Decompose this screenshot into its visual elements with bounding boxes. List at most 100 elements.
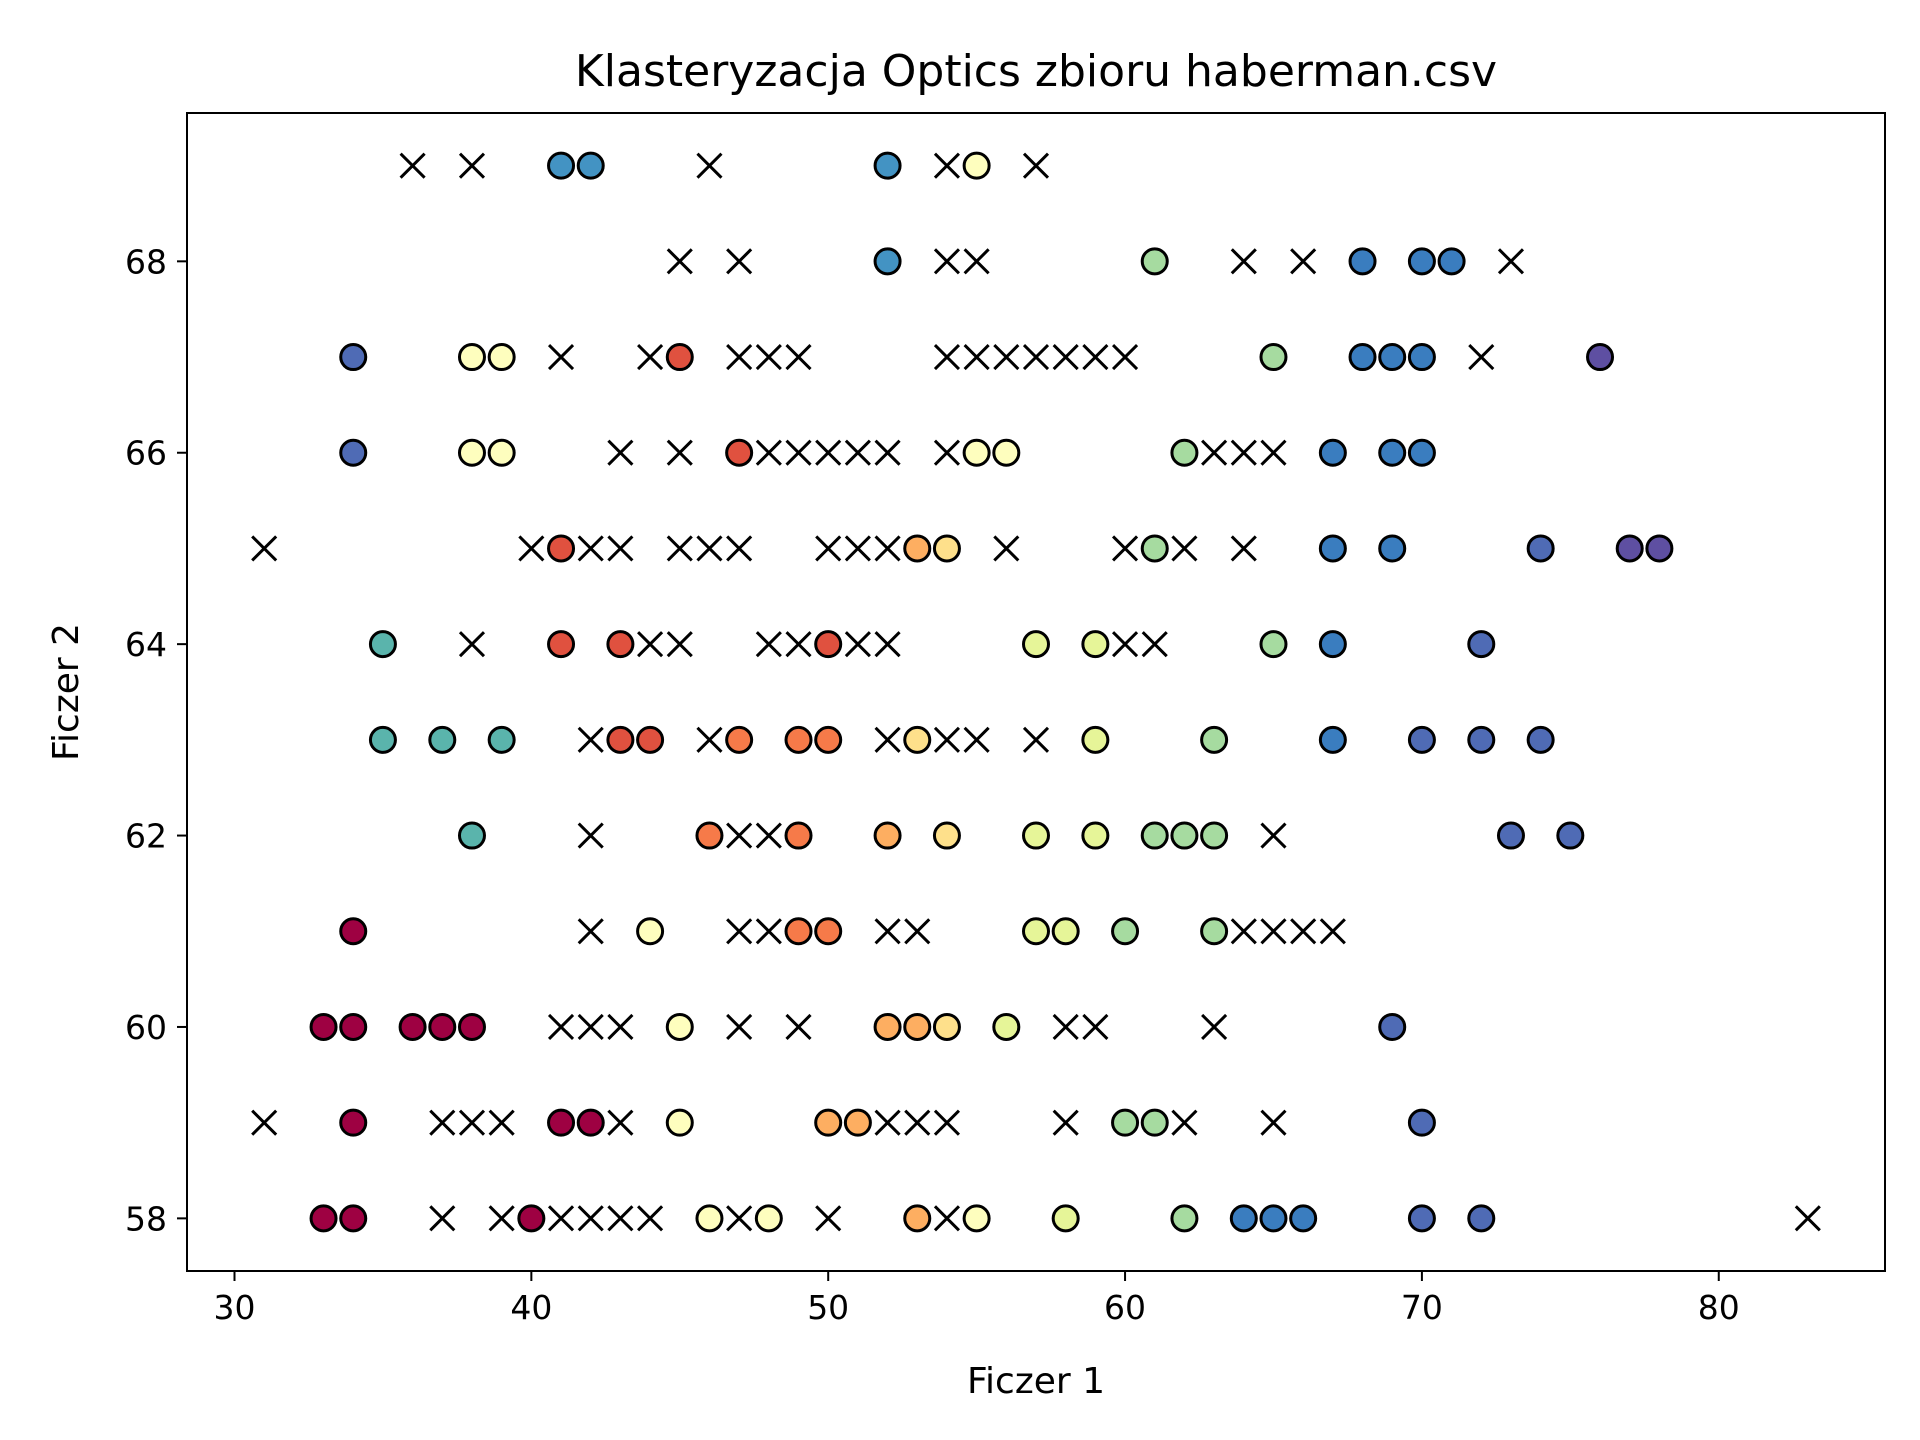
cluster-point (784, 821, 813, 850)
cluster-point (1407, 438, 1436, 467)
noise-point (1111, 631, 1139, 658)
noise-point (1260, 439, 1287, 466)
noise-point (993, 343, 1020, 371)
cluster-point (457, 343, 486, 372)
x-tick-label: 50 (807, 1288, 849, 1327)
cluster-point (368, 725, 397, 754)
noise-point (844, 535, 871, 562)
x-axis-label: Ficzer 1 (967, 1361, 1105, 1402)
cluster-point (428, 725, 457, 754)
noise-point (577, 535, 604, 562)
cluster-point (665, 1012, 694, 1041)
noise-point (1171, 535, 1198, 562)
cluster-point (1111, 917, 1140, 946)
cluster-point (339, 438, 368, 467)
noise-point (755, 631, 782, 658)
chart-title: Klasteryzacja Optics zbioru haberman.csv (575, 46, 1497, 97)
cluster-point (487, 725, 516, 754)
cluster-point (814, 917, 843, 946)
noise-point (844, 439, 871, 466)
cluster-point (1259, 630, 1288, 659)
noise-point (518, 535, 545, 562)
cluster-point (1407, 725, 1436, 754)
cluster-point (1526, 725, 1555, 754)
plot-frame (186, 112, 1886, 1272)
noise-point (1171, 1109, 1198, 1136)
cluster-point (1111, 1108, 1140, 1137)
noise-point (1201, 1013, 1228, 1041)
cluster-point (1081, 821, 1110, 850)
cluster-point (1615, 534, 1644, 563)
cluster-point (873, 1012, 902, 1041)
noise-point (251, 535, 278, 562)
x-tick-label: 40 (510, 1288, 552, 1327)
noise-point (1201, 439, 1228, 466)
noise-point (1230, 918, 1257, 945)
noise-point (458, 1109, 486, 1136)
noise-point (726, 535, 753, 562)
cluster-point (1378, 343, 1407, 372)
cluster-point (1437, 247, 1466, 276)
noise-point (488, 1109, 515, 1136)
cluster-point (547, 630, 576, 659)
cluster-point (1200, 917, 1229, 946)
noise-point (458, 631, 486, 658)
cluster-point (398, 1012, 427, 1041)
cluster-point (1318, 438, 1347, 467)
cluster-point (1318, 630, 1347, 659)
y-tick-label: 58 (125, 1199, 167, 1238)
noise-point (963, 726, 990, 753)
noise-point (785, 1013, 812, 1041)
cluster-point (1170, 1204, 1199, 1233)
x-tick-label: 70 (1401, 1288, 1443, 1327)
cluster-point (843, 1108, 872, 1137)
cluster-point (339, 917, 368, 946)
noise-point (637, 343, 664, 371)
noise-point (637, 1205, 664, 1232)
noise-point (963, 343, 990, 371)
cluster-point (1407, 1108, 1436, 1137)
noise-point (1022, 726, 1050, 753)
cluster-point (576, 151, 605, 180)
noise-point (755, 918, 782, 945)
noise-point (1022, 343, 1050, 371)
y-tick-label: 66 (125, 434, 167, 473)
noise-point (577, 1013, 604, 1041)
noise-point (933, 343, 961, 371)
cluster-point (725, 725, 754, 754)
cluster-point (1467, 630, 1496, 659)
cluster-point (814, 725, 843, 754)
noise-point (1794, 1205, 1821, 1232)
noise-point (1111, 535, 1139, 562)
cluster-point (368, 630, 397, 659)
noise-point (1468, 343, 1495, 371)
cluster-point (457, 438, 486, 467)
cluster-point (547, 534, 576, 563)
cluster-point (695, 821, 724, 850)
cluster-point (606, 725, 635, 754)
cluster-point (487, 438, 516, 467)
noise-point (726, 1013, 753, 1041)
cluster-point (1586, 343, 1615, 372)
cluster-point (1467, 725, 1496, 754)
noise-point (1230, 248, 1257, 275)
cluster-point (1170, 438, 1199, 467)
noise-point (815, 535, 842, 562)
cluster-point (814, 630, 843, 659)
y-axis-ticks: 58 60 62 64 66 68 (125, 242, 187, 1238)
x-tick-label: 80 (1698, 1288, 1740, 1327)
cluster-point (1526, 534, 1555, 563)
cluster-point (487, 343, 516, 372)
noise-point (874, 439, 901, 466)
cluster-point (457, 821, 486, 850)
cluster-point (1200, 725, 1229, 754)
cluster-point (636, 917, 665, 946)
noise-point (726, 343, 753, 371)
cluster-point (1022, 917, 1050, 946)
noise-point (726, 822, 753, 849)
noise-point (1260, 1109, 1287, 1136)
cluster-point (932, 534, 961, 563)
noise-point (607, 439, 634, 466)
noise-point (577, 822, 604, 849)
cluster-point (339, 343, 368, 372)
